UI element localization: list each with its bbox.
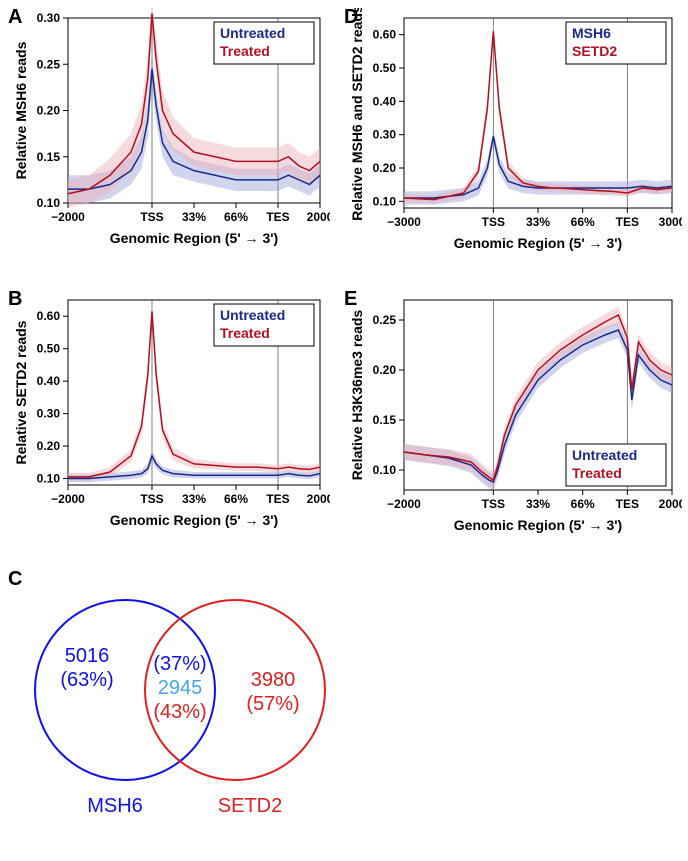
svg-text:Relative H3K36me3 reads: Relative H3K36me3 reads	[349, 310, 365, 481]
svg-text:TSS: TSS	[140, 492, 163, 506]
svg-text:2000: 2000	[307, 210, 330, 224]
svg-text:66%: 66%	[571, 215, 595, 229]
svg-text:Treated: Treated	[220, 325, 270, 341]
svg-text:33%: 33%	[526, 215, 550, 229]
svg-text:0.30: 0.30	[37, 407, 61, 421]
svg-text:−2000: −2000	[51, 492, 85, 506]
svg-text:Genomic Region (5' → 3'): Genomic Region (5' → 3')	[110, 230, 278, 246]
svg-text:33%: 33%	[182, 210, 206, 224]
svg-text:SETD2: SETD2	[572, 43, 617, 59]
svg-text:Relative MSH6 and SETD2 reads: Relative MSH6 and SETD2 reads	[349, 8, 365, 221]
svg-text:−2000: −2000	[387, 497, 421, 511]
svg-text:TSS: TSS	[140, 210, 163, 224]
svg-text:Untreated: Untreated	[572, 447, 637, 463]
svg-text:(43%): (43%)	[153, 701, 206, 723]
panel-label: A	[8, 6, 22, 29]
svg-text:(37%): (37%)	[153, 653, 206, 675]
svg-text:(57%): (57%)	[246, 693, 299, 715]
svg-text:0.10: 0.10	[373, 194, 397, 208]
svg-text:−3000: −3000	[387, 215, 421, 229]
svg-text:3000: 3000	[659, 215, 682, 229]
svg-text:Untreated: Untreated	[220, 307, 285, 323]
svg-text:TSS: TSS	[482, 497, 505, 511]
svg-text:SETD2: SETD2	[218, 795, 282, 817]
svg-text:MSH6: MSH6	[572, 25, 611, 41]
panel-label: B	[8, 288, 22, 311]
svg-text:0.25: 0.25	[37, 57, 61, 71]
panel-e: E 0.10 0.15 0.20 0.25 −2000 TSS 33% 66% TES 2000 Ge…	[346, 290, 682, 550]
svg-text:Treated: Treated	[220, 43, 270, 59]
svg-text:0.50: 0.50	[37, 342, 61, 356]
svg-text:2000: 2000	[659, 497, 682, 511]
panel-label: C	[8, 568, 22, 591]
svg-text:TES: TES	[616, 215, 639, 229]
svg-text:Genomic Region (5' → 3'): Genomic Region (5' → 3')	[454, 517, 622, 533]
svg-text:0.20: 0.20	[373, 161, 397, 175]
svg-text:−2000: −2000	[51, 210, 85, 224]
svg-text:Genomic Region (5' → 3'): Genomic Region (5' → 3')	[454, 235, 622, 251]
svg-text:Relative MSH6 reads: Relative MSH6 reads	[13, 41, 29, 179]
svg-text:0.10: 0.10	[373, 463, 397, 477]
svg-text:0.20: 0.20	[37, 439, 61, 453]
svg-text:66%: 66%	[224, 210, 248, 224]
svg-text:0.30: 0.30	[37, 11, 61, 25]
svg-text:Genomic Region (5' → 3'): Genomic Region (5' → 3')	[110, 512, 278, 528]
svg-text:3980: 3980	[251, 669, 296, 691]
panel-c: C 5016(63%) (37%)2945(43%) 3980(57%) MSH6 SET…	[10, 570, 340, 850]
svg-text:66%: 66%	[571, 497, 595, 511]
svg-text:0.15: 0.15	[373, 413, 397, 427]
svg-text:0.60: 0.60	[373, 28, 397, 42]
svg-text:TES: TES	[266, 210, 289, 224]
svg-text:Treated: Treated	[572, 465, 622, 481]
svg-text:33%: 33%	[526, 497, 550, 511]
svg-text:2945: 2945	[158, 677, 203, 699]
panel-d: D 0.10 0.20 0.30 0.40 0.50 0.60 −3000 TSS 33% 66% T…	[346, 8, 682, 268]
svg-text:(63%): (63%)	[60, 669, 113, 691]
svg-text:0.40: 0.40	[373, 94, 397, 108]
svg-text:MSH6: MSH6	[87, 795, 143, 817]
svg-text:0.15: 0.15	[37, 150, 61, 164]
svg-text:66%: 66%	[224, 492, 248, 506]
svg-text:0.60: 0.60	[37, 309, 61, 323]
svg-text:0.25: 0.25	[373, 313, 397, 327]
svg-text:TSS: TSS	[482, 215, 505, 229]
panel-b: B 0.10 0.20 0.30 0.40 0.50 0.60 −2000 TSS 33% 66% T…	[10, 290, 330, 545]
svg-text:0.10: 0.10	[37, 196, 61, 210]
figure: A 0.10 0.15 0.20 0.25 0.30 −2000 TSS 33% 66% TES 20…	[0, 0, 688, 861]
svg-text:Relative SETD2 reads: Relative SETD2 reads	[13, 320, 29, 464]
svg-text:0.10: 0.10	[37, 472, 61, 486]
panel-a: A 0.10 0.15 0.20 0.25 0.30 −2000 TSS 33% 66% TES 20…	[10, 8, 330, 263]
svg-text:TES: TES	[616, 497, 639, 511]
svg-text:0.20: 0.20	[37, 104, 61, 118]
svg-text:2000: 2000	[307, 492, 330, 506]
svg-text:5016: 5016	[65, 645, 110, 667]
svg-text:Untreated: Untreated	[220, 25, 285, 41]
svg-text:TES: TES	[266, 492, 289, 506]
svg-text:0.50: 0.50	[373, 61, 397, 75]
svg-text:0.20: 0.20	[373, 363, 397, 377]
panel-label: D	[344, 6, 358, 29]
panel-label: E	[344, 288, 357, 311]
svg-text:33%: 33%	[182, 492, 206, 506]
svg-text:0.30: 0.30	[373, 128, 397, 142]
svg-text:0.40: 0.40	[37, 374, 61, 388]
